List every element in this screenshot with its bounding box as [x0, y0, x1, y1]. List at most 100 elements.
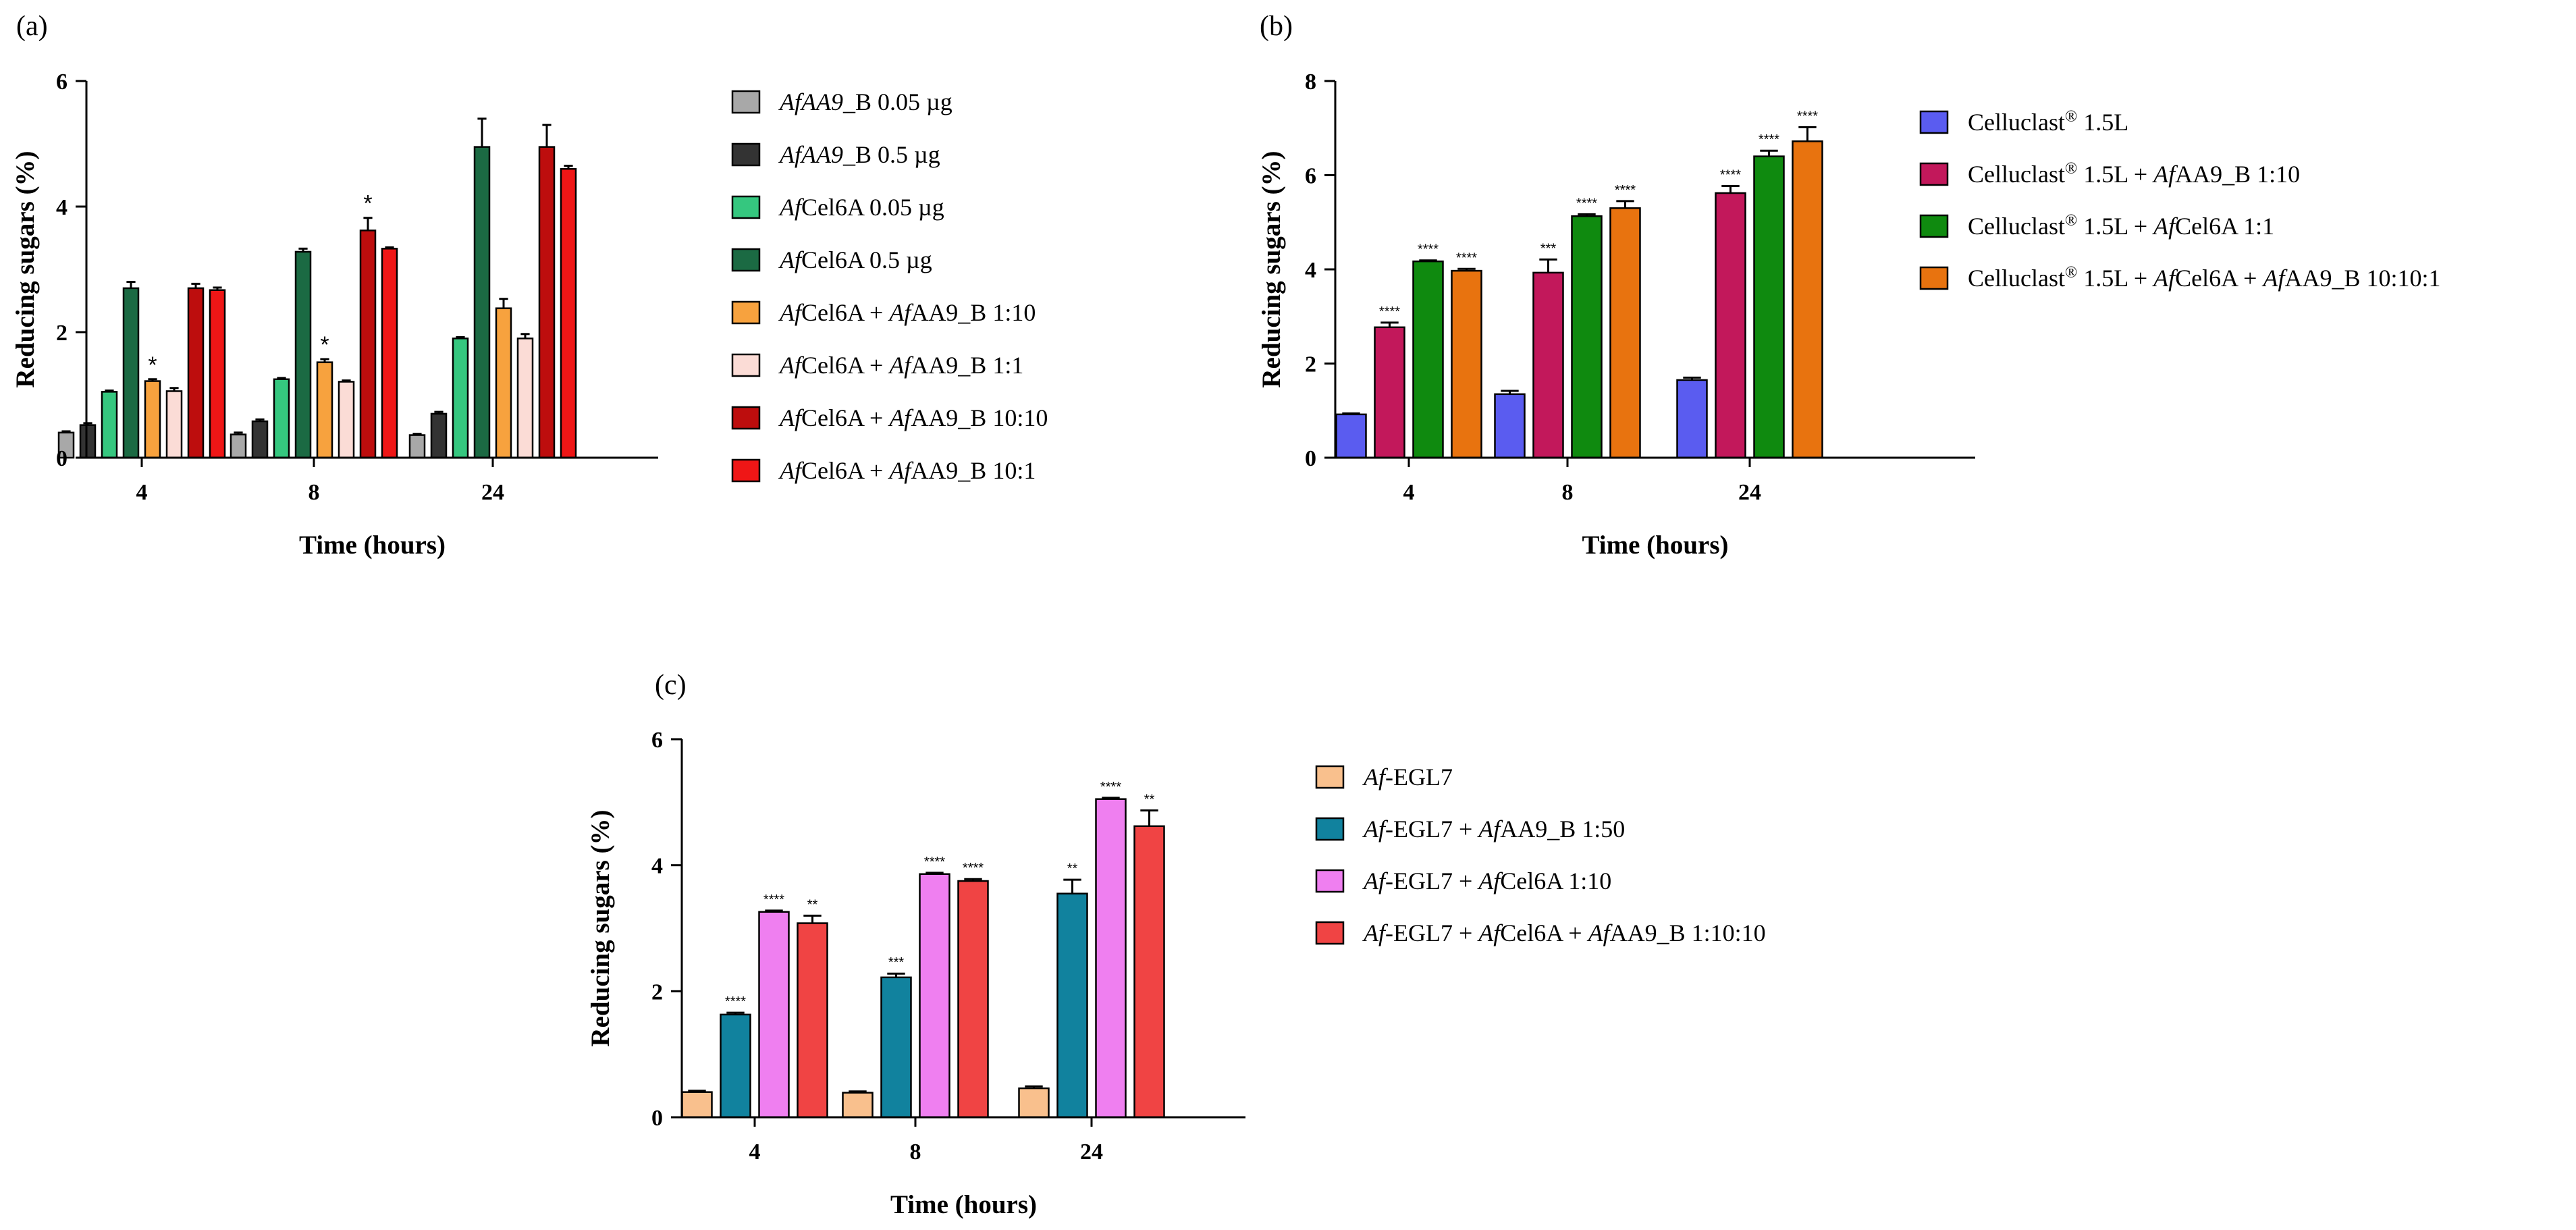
panel-label-c: (c) [655, 670, 687, 701]
significance-label: ** [1144, 792, 1155, 807]
bar [538, 146, 556, 459]
y-axis-title: Reducing sugars (%) [11, 151, 40, 387]
bar [919, 873, 950, 1119]
y-tick-label: 6 [56, 70, 68, 95]
bar [144, 380, 161, 459]
significance-label: * [148, 352, 157, 378]
bar [273, 378, 290, 459]
significance-label: **** [1576, 196, 1597, 211]
bar [187, 287, 205, 459]
legend-swatch [1919, 162, 1949, 186]
y-axis-title: Reducing sugars (%) [586, 809, 615, 1046]
bar [720, 1013, 751, 1119]
bar [338, 381, 355, 459]
legend-label: Af-EGL7 + AfAA9_B 1:50 [1362, 815, 1625, 843]
x-axis-title: Time (hours) [299, 531, 446, 560]
bar [294, 250, 312, 459]
significance-label: **** [1379, 304, 1400, 319]
significance-label: **** [725, 994, 746, 1009]
bar [1571, 215, 1603, 459]
bar [1095, 798, 1127, 1119]
y-tick-label: 4 [651, 854, 663, 879]
y-tick-label: 6 [1305, 164, 1316, 189]
bar [1676, 379, 1708, 459]
bar [101, 391, 118, 459]
bar [473, 146, 491, 459]
x-axis-title: Time (hours) [890, 1190, 1037, 1219]
bar [842, 1092, 874, 1119]
x-tick-label: 4 [1403, 480, 1415, 505]
significance-label: *** [888, 955, 905, 970]
significance-label: **** [924, 855, 945, 870]
y-tick-label: 2 [56, 321, 68, 346]
legend-b: Celluclast® 1.5L Celluclast® 1.5L + AfAA9… [1919, 108, 2441, 292]
bar [1133, 825, 1165, 1119]
bar [1753, 155, 1785, 459]
bar [316, 361, 333, 459]
legend-swatch [731, 406, 761, 430]
legend-swatch [731, 248, 761, 272]
bar [880, 976, 912, 1119]
legend-swatch [1315, 921, 1345, 945]
legend-swatch [731, 458, 761, 483]
legend-swatch [1315, 765, 1345, 789]
legend-label: Celluclast® 1.5L + AfAA9_B 1:10 [1968, 160, 2300, 188]
legend-label: AfCel6A 0.5 µg [778, 246, 932, 273]
legend-a: AfAA9_B 0.05 µg AfAA9_B 0.5 µg AfCel6A 0.0… [731, 88, 1048, 484]
significance-label: * [320, 332, 329, 358]
y-tick-label: 4 [1305, 258, 1316, 283]
bar [560, 167, 577, 459]
legend-label: Af-EGL7 + AfCel6A 1:10 [1362, 867, 1611, 894]
legend-label: Celluclast® 1.5L + AfCel6A 1:1 [1968, 212, 2274, 240]
x-axis-title: Time (hours) [1582, 531, 1728, 560]
y-tick-label: 2 [651, 980, 663, 1005]
significance-label: **** [1797, 109, 1818, 124]
legend-label: Celluclast® 1.5L + AfCel6A + AfAA9_B 10:… [1968, 264, 2441, 292]
significance-label: **** [763, 892, 784, 907]
legend-swatch [731, 142, 761, 167]
bar [1609, 207, 1641, 459]
x-tick-label: 8 [910, 1140, 921, 1165]
legend-label: AfCel6A 0.05 µg [778, 194, 944, 221]
y-tick-label: 8 [1305, 70, 1316, 95]
legend-label: AfCel6A + AfAA9_B 1:1 [778, 352, 1023, 379]
significance-label: **** [1720, 168, 1741, 183]
bar [1374, 326, 1405, 459]
legend-label: AfCel6A + AfAA9_B 10:1 [778, 457, 1036, 484]
significance-label: ** [1067, 861, 1078, 876]
bar [957, 880, 989, 1119]
legend-swatch [731, 90, 761, 114]
significance-label: ** [807, 897, 818, 912]
bar [165, 390, 183, 459]
legend-label: Celluclast® 1.5L [1968, 108, 2128, 136]
chart-c: ******** **4******* ****8********240246Tim… [586, 728, 1245, 1219]
bar [230, 433, 247, 459]
x-tick-label: 24 [481, 480, 504, 505]
bar [381, 248, 398, 459]
legend-swatch [1315, 869, 1345, 893]
bar [1532, 271, 1564, 459]
bar [1056, 892, 1088, 1119]
bar [209, 289, 226, 459]
bar [1018, 1087, 1050, 1119]
y-tick-label: 0 [1305, 446, 1316, 471]
legend-label: AfCel6A + AfAA9_B 1:10 [778, 299, 1036, 326]
x-tick-label: 24 [1738, 480, 1761, 505]
y-tick-label: 6 [651, 728, 663, 753]
legend-c: Af-EGL7 Af-EGL7 + AfAA9_B 1:50 Af-EGL7 + A… [1315, 764, 1766, 946]
y-axis-title: Reducing sugars (%) [1257, 151, 1286, 387]
legend-swatch [731, 195, 761, 219]
x-tick-label: 8 [1562, 480, 1574, 505]
significance-label: **** [1418, 242, 1439, 257]
bar [1412, 260, 1444, 459]
legend-swatch [1919, 110, 1949, 134]
legend-label: AfAA9_B 0.5 µg [778, 141, 940, 168]
bar [516, 338, 534, 459]
legend-label: Af-EGL7 + AfCel6A + AfAA9_B 1:10:10 [1362, 919, 1766, 946]
significance-label: **** [963, 861, 984, 876]
legend-label: AfAA9_B 0.05 µg [778, 88, 952, 115]
legend-swatch [731, 353, 761, 377]
y-tick-label: 0 [651, 1106, 663, 1131]
